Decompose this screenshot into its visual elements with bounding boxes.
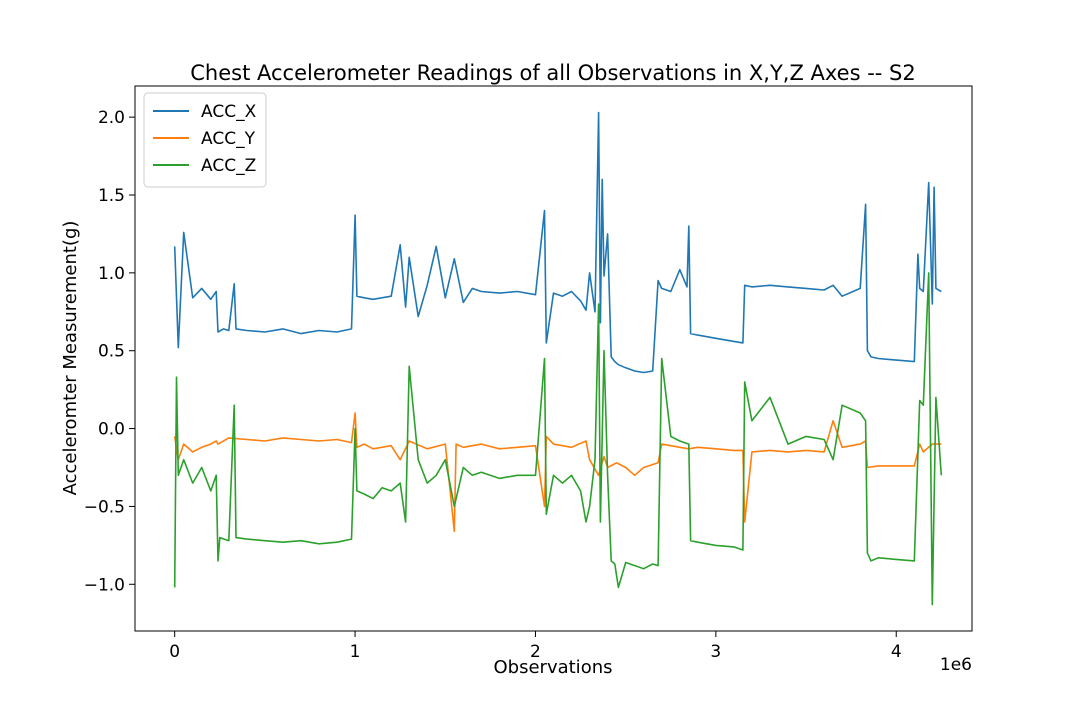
series-line-acc-x — [173, 111, 942, 374]
x-axis-offset-label: 1e6 — [940, 655, 972, 675]
x-tick-label: 0 — [169, 642, 180, 662]
series-layer — [173, 111, 943, 606]
chart-title: Chest Accelerometer Readings of all Obse… — [190, 61, 916, 85]
x-axis: 0 1 2 3 4 — [169, 631, 902, 662]
y-axis: −1.0 −0.5 0.0 0.5 1.0 1.5 2.0 — [84, 108, 135, 595]
plot-frame — [134, 85, 973, 632]
x-tick-label: 3 — [710, 642, 721, 662]
y-tick-label: 2.0 — [98, 108, 125, 128]
x-tick-label: 1 — [350, 642, 361, 662]
legend-label-acc-z: ACC_Z — [201, 156, 256, 176]
y-tick-label: 1.5 — [98, 186, 125, 206]
x-tick-label: 4 — [891, 642, 902, 662]
y-tick-label: 1.0 — [98, 264, 125, 284]
y-tick-label: −0.5 — [84, 497, 125, 517]
y-axis-label: Acceleromter Measurement(g) — [60, 221, 81, 496]
series-line-acc-z — [173, 272, 943, 606]
y-tick-label: 0.0 — [98, 420, 125, 440]
series-line-acc-y — [173, 412, 942, 533]
x-tick-label: 2 — [530, 642, 541, 662]
legend-box — [143, 92, 267, 188]
y-tick-label: −1.0 — [84, 575, 125, 595]
x-axis-label: Observations — [494, 657, 613, 678]
legend-label-acc-x: ACC_X — [201, 102, 257, 122]
legend: ACC_X ACC_Y ACC_Z — [143, 92, 267, 188]
y-tick-label: 0.5 — [98, 342, 125, 362]
legend-label-acc-y: ACC_Y — [201, 129, 256, 149]
